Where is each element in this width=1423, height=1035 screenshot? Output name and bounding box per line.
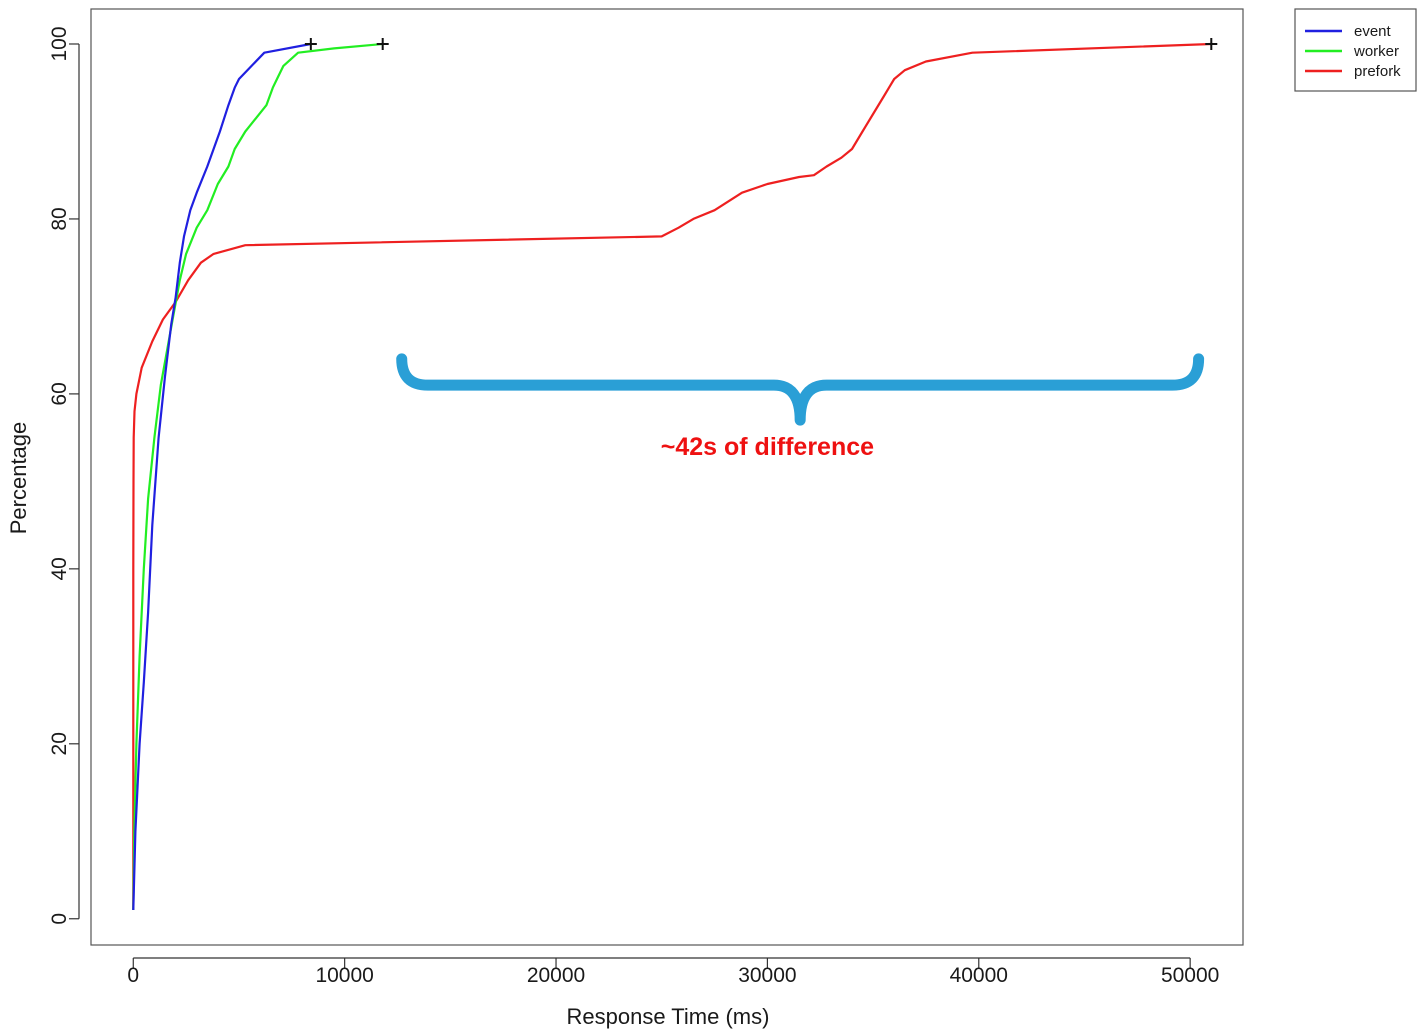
x-tick-label: 40000 (950, 964, 1008, 987)
plot-frame (90, 8, 1244, 946)
legend-label-prefork: prefork (1354, 63, 1401, 80)
x-tick-label: 50000 (1161, 964, 1219, 987)
series-line-prefork (132, 42, 1212, 910)
difference-annotation: ~42s of difference (661, 433, 874, 461)
x-tick-label: 10000 (315, 964, 373, 987)
y-axis-title: Percentage (6, 422, 31, 535)
series-line-event (132, 42, 312, 911)
legend: event worker prefork (1294, 8, 1417, 92)
end-marker-event (304, 37, 317, 50)
x-axis: 0 10000 20000 30000 40000 50000 (127, 957, 1219, 987)
y-tick-label: 0 (48, 913, 71, 925)
x-tick-label: 0 (127, 964, 139, 987)
legend-label-event: event (1354, 23, 1392, 40)
y-tick-label: 20 (48, 732, 71, 755)
legend-label-worker: worker (1353, 43, 1399, 60)
end-marker-prefork (1205, 37, 1218, 50)
y-tick-label: 60 (48, 382, 71, 405)
series-line-worker (132, 42, 383, 911)
y-tick-label: 40 (48, 557, 71, 580)
annotation-layer: ~42s of difference (396, 353, 1205, 461)
y-tick-label: 80 (48, 207, 71, 230)
x-axis-title: Response Time (ms) (567, 1004, 770, 1029)
y-axis: 0 20 40 60 80 100 (48, 26, 80, 925)
x-tick-label: 30000 (738, 964, 796, 987)
y-tick-label: 100 (48, 26, 71, 61)
x-tick-label: 20000 (527, 964, 585, 987)
difference-brace (396, 353, 1205, 426)
end-marker-worker (376, 37, 389, 50)
series-layer (132, 37, 1218, 911)
